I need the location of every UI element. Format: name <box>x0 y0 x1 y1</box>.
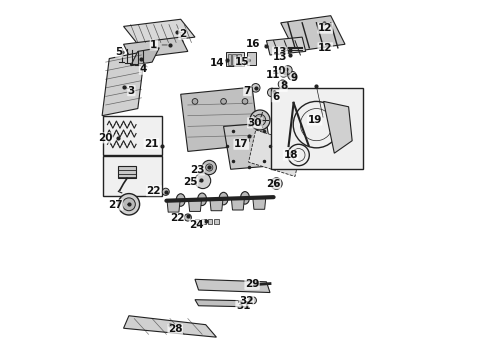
Text: 15: 15 <box>235 57 249 67</box>
Text: 12: 12 <box>318 43 333 53</box>
Polygon shape <box>131 48 159 66</box>
Text: 22: 22 <box>147 186 161 196</box>
Ellipse shape <box>219 192 228 205</box>
Polygon shape <box>210 200 223 211</box>
Text: 2: 2 <box>179 29 186 39</box>
Circle shape <box>118 194 140 215</box>
Circle shape <box>250 110 270 130</box>
Text: 32: 32 <box>239 296 253 306</box>
Polygon shape <box>189 201 201 211</box>
Circle shape <box>206 164 213 171</box>
Text: 11: 11 <box>266 70 280 80</box>
Text: 1: 1 <box>150 40 157 50</box>
Polygon shape <box>231 199 245 210</box>
Polygon shape <box>181 87 259 152</box>
Circle shape <box>251 84 260 92</box>
Polygon shape <box>253 199 266 209</box>
Polygon shape <box>118 166 136 178</box>
Text: 10: 10 <box>272 66 287 76</box>
Text: 31: 31 <box>236 301 250 311</box>
Text: 24: 24 <box>189 220 204 230</box>
Text: 28: 28 <box>168 324 182 334</box>
Text: 5: 5 <box>116 47 123 57</box>
Polygon shape <box>323 102 352 153</box>
Text: 22: 22 <box>170 213 184 223</box>
Circle shape <box>184 214 192 221</box>
Polygon shape <box>281 16 345 51</box>
Text: 3: 3 <box>128 86 135 96</box>
Circle shape <box>122 198 135 211</box>
Circle shape <box>270 178 282 189</box>
Polygon shape <box>248 130 302 176</box>
Polygon shape <box>195 279 270 293</box>
Text: 18: 18 <box>283 150 298 160</box>
Text: 7: 7 <box>244 86 251 96</box>
Circle shape <box>192 99 198 104</box>
Text: 21: 21 <box>144 139 159 149</box>
Circle shape <box>278 80 287 89</box>
Polygon shape <box>195 300 248 307</box>
Circle shape <box>162 188 169 195</box>
Polygon shape <box>214 219 219 224</box>
Polygon shape <box>195 219 199 224</box>
Bar <box>228 54 231 64</box>
Polygon shape <box>123 316 217 337</box>
Circle shape <box>284 66 292 74</box>
Polygon shape <box>123 37 188 59</box>
Circle shape <box>288 71 296 80</box>
Text: 14: 14 <box>210 58 224 68</box>
Polygon shape <box>123 19 195 44</box>
Text: 19: 19 <box>307 115 322 125</box>
Text: 30: 30 <box>247 118 262 128</box>
Circle shape <box>249 297 256 304</box>
Text: 25: 25 <box>183 177 198 187</box>
Circle shape <box>220 99 226 104</box>
Text: 27: 27 <box>108 200 123 210</box>
Text: 4: 4 <box>139 64 147 74</box>
Polygon shape <box>267 37 306 55</box>
Ellipse shape <box>197 193 207 206</box>
Text: 23: 23 <box>190 165 204 175</box>
Text: 13: 13 <box>272 53 287 63</box>
Bar <box>237 54 241 64</box>
Bar <box>103 116 162 155</box>
Circle shape <box>202 160 217 175</box>
Polygon shape <box>223 123 273 169</box>
Circle shape <box>195 173 211 189</box>
Text: 20: 20 <box>98 133 113 143</box>
Ellipse shape <box>176 194 185 206</box>
Bar <box>226 52 245 66</box>
Bar <box>232 54 236 64</box>
Circle shape <box>254 114 266 126</box>
Polygon shape <box>201 219 206 224</box>
Circle shape <box>242 99 248 104</box>
Text: 8: 8 <box>280 81 287 91</box>
Text: 16: 16 <box>246 39 261 49</box>
Text: 6: 6 <box>272 92 279 102</box>
Text: 12: 12 <box>318 23 333 33</box>
Text: 29: 29 <box>245 279 259 289</box>
Bar <box>247 53 256 65</box>
Bar <box>270 88 363 169</box>
Text: 9: 9 <box>291 73 298 83</box>
Polygon shape <box>208 219 212 224</box>
Bar <box>103 156 162 196</box>
Ellipse shape <box>241 192 249 204</box>
Polygon shape <box>102 51 145 116</box>
Circle shape <box>279 68 288 77</box>
Text: 17: 17 <box>234 139 248 149</box>
Circle shape <box>268 88 276 97</box>
Text: 13: 13 <box>272 47 287 57</box>
Polygon shape <box>167 202 180 212</box>
Text: 26: 26 <box>266 179 281 189</box>
